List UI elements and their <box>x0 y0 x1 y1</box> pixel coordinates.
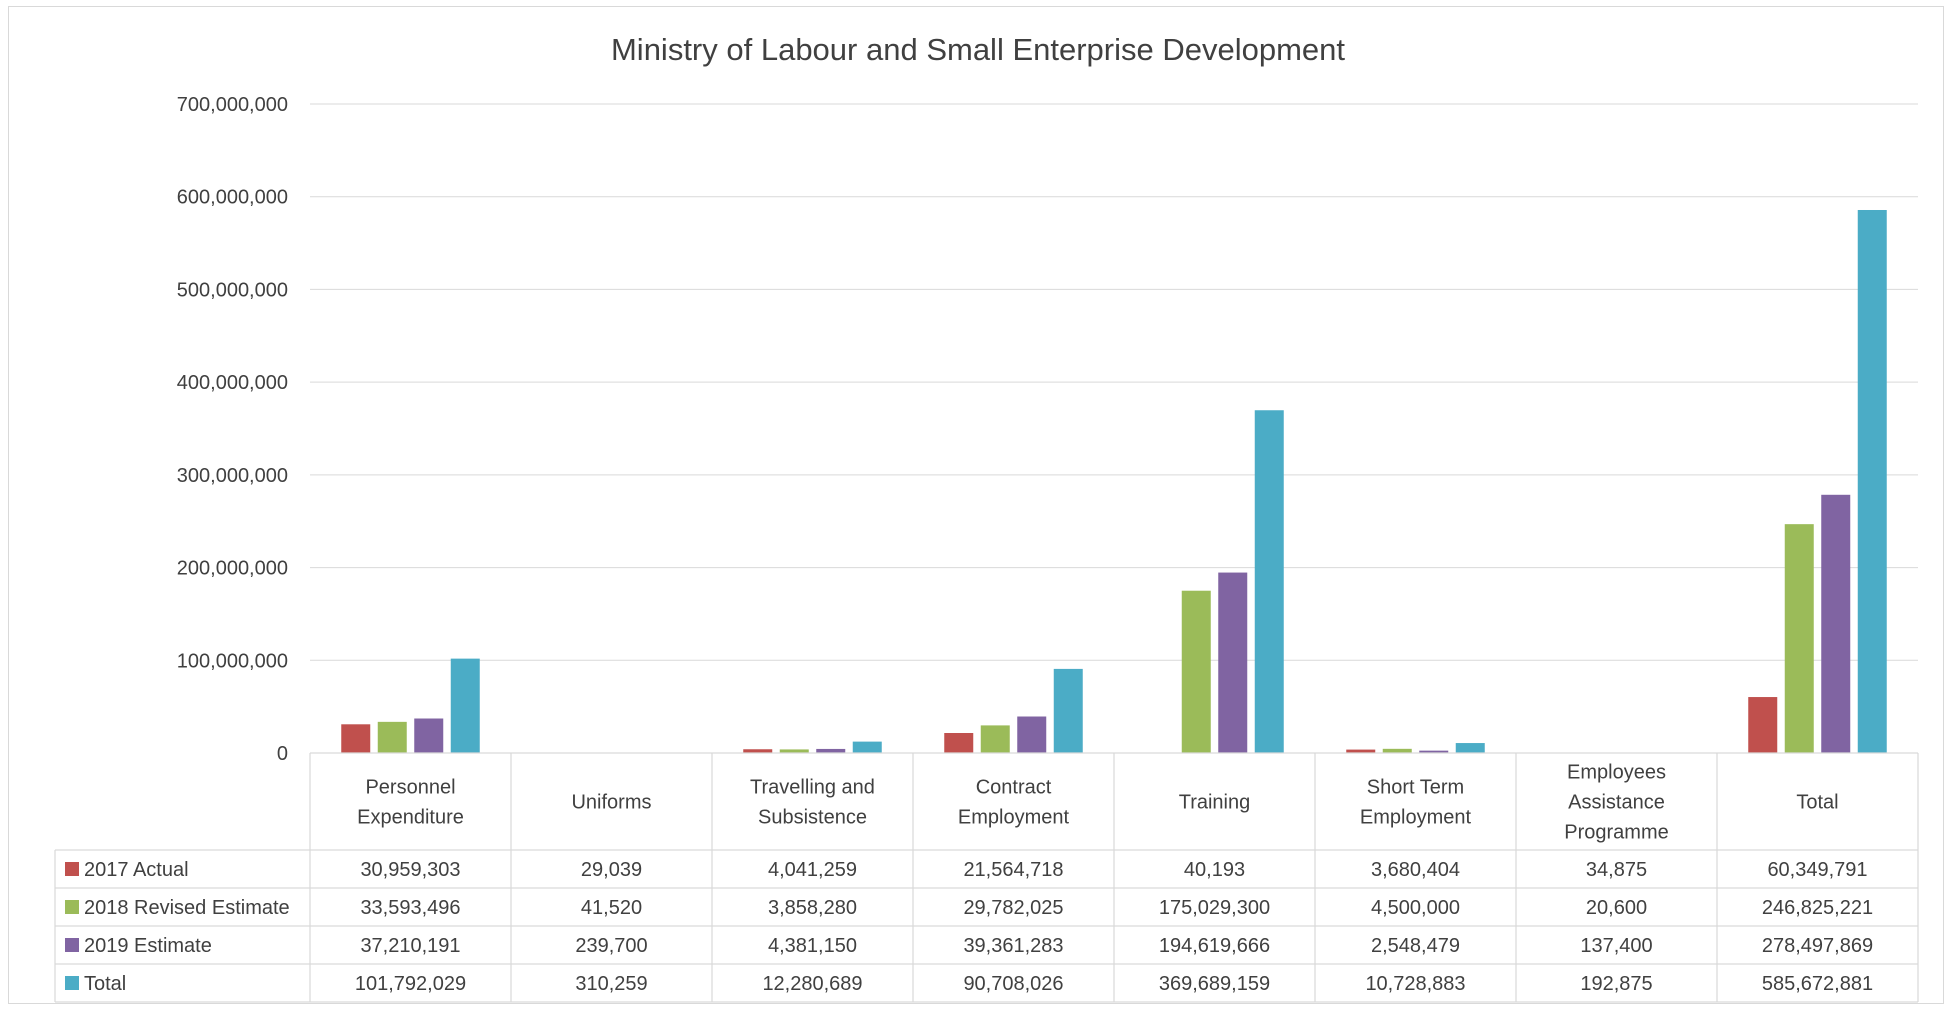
data-table-value: 192,875 <box>1580 973 1652 995</box>
bar-2017-actual-3 <box>944 733 974 753</box>
data-table-value: 41,520 <box>581 897 642 919</box>
bar-2018-revised-estimate-4 <box>1181 590 1211 753</box>
category-label: Employees Assistance Programme <box>1564 762 1668 844</box>
bar-total-0 <box>450 658 480 753</box>
data-table-value: 20,600 <box>1586 897 1647 919</box>
data-table-value: 101,792,029 <box>355 973 466 995</box>
bar-2018-revised-estimate-0 <box>377 721 407 753</box>
bar-total-3 <box>1053 668 1083 753</box>
legend-key-1 <box>65 900 79 914</box>
bar-2017-actual-2 <box>743 749 773 753</box>
data-table-value: 30,959,303 <box>360 859 460 881</box>
data-table-value: 3,858,280 <box>768 897 857 919</box>
bar-2019-estimate-0 <box>414 718 444 753</box>
data-table-value: 40,193 <box>1184 859 1245 881</box>
legend-key-3 <box>65 976 79 990</box>
category-label: Personnel Expenditure <box>357 777 464 829</box>
data-table-value: 194,619,666 <box>1159 935 1270 957</box>
bar-2019-estimate-3 <box>1017 716 1047 753</box>
category-label: Contract Employment <box>958 777 1070 829</box>
bar-2017-actual-7 <box>1748 697 1778 753</box>
series-name: 2018 Revised Estimate <box>84 897 290 919</box>
bar-total-4 <box>1254 410 1284 753</box>
legend-key-2 <box>65 938 79 952</box>
bar-2019-estimate-4 <box>1218 572 1248 753</box>
data-table-value: 4,500,000 <box>1371 897 1460 919</box>
bar-2018-revised-estimate-3 <box>980 725 1010 753</box>
data-table-value: 90,708,026 <box>963 973 1063 995</box>
series-name: 2017 Actual <box>84 859 189 881</box>
series-name: Total <box>84 973 126 995</box>
data-table-value: 310,259 <box>575 973 647 995</box>
bar-2019-estimate-2 <box>816 748 846 753</box>
bar-2017-actual-5 <box>1346 749 1376 753</box>
series-name: 2019 Estimate <box>84 935 212 957</box>
legend-key-0 <box>65 862 79 876</box>
data-table-value: 137,400 <box>1580 935 1652 957</box>
data-table-value: 33,593,496 <box>360 897 460 919</box>
category-label: Training <box>1179 792 1251 814</box>
category-label: Travelling and Subsistence <box>750 777 875 829</box>
data-table-value: 246,825,221 <box>1762 897 1873 919</box>
category-label: Total <box>1796 792 1838 814</box>
data-table-value: 278,497,869 <box>1762 935 1873 957</box>
bar-2018-revised-estimate-5 <box>1382 748 1412 753</box>
chart-frame <box>8 6 1944 1004</box>
data-table-value: 10,728,883 <box>1365 973 1465 995</box>
bar-2018-revised-estimate-7 <box>1784 524 1814 753</box>
data-table-value: 585,672,881 <box>1762 973 1873 995</box>
data-table-value: 29,782,025 <box>963 897 1063 919</box>
bar-2017-actual-0 <box>341 724 371 753</box>
data-table-value: 3,680,404 <box>1371 859 1460 881</box>
y-tick-label: 600,000,000 <box>177 187 288 209</box>
bar-total-7 <box>1857 209 1887 754</box>
data-table-value: 4,041,259 <box>768 859 857 881</box>
data-table-value: 37,210,191 <box>360 935 460 957</box>
data-table-value: 369,689,159 <box>1159 973 1270 995</box>
data-table-value: 12,280,689 <box>762 973 862 995</box>
chart-title: Ministry of Labour and Small Enterprise … <box>611 32 1345 67</box>
bar-2019-estimate-7 <box>1821 494 1851 753</box>
data-table-value: 29,039 <box>581 859 642 881</box>
y-tick-label: 100,000,000 <box>177 650 288 672</box>
data-table-value: 4,381,150 <box>768 935 857 957</box>
category-label: Short Term Employment <box>1360 777 1472 829</box>
y-tick-label: 400,000,000 <box>177 372 288 394</box>
data-table-value: 2,548,479 <box>1371 935 1460 957</box>
bar-total-2 <box>852 741 882 753</box>
y-tick-label: 700,000,000 <box>177 94 288 116</box>
data-table-value: 39,361,283 <box>963 935 1063 957</box>
category-label: Uniforms <box>571 792 651 814</box>
data-table-value: 60,349,791 <box>1767 859 1867 881</box>
y-tick-label: 500,000,000 <box>177 279 288 301</box>
data-table-value: 239,700 <box>575 935 647 957</box>
data-table-value: 34,875 <box>1586 859 1647 881</box>
bar-2018-revised-estimate-2 <box>779 749 809 753</box>
bar-2019-estimate-5 <box>1419 750 1449 753</box>
y-tick-label: 200,000,000 <box>177 558 288 580</box>
data-table-value: 21,564,718 <box>963 859 1063 881</box>
y-tick-label: 0 <box>277 743 288 765</box>
bar-total-5 <box>1455 743 1485 753</box>
data-table-value: 175,029,300 <box>1159 897 1270 919</box>
y-tick-label: 300,000,000 <box>177 465 288 487</box>
